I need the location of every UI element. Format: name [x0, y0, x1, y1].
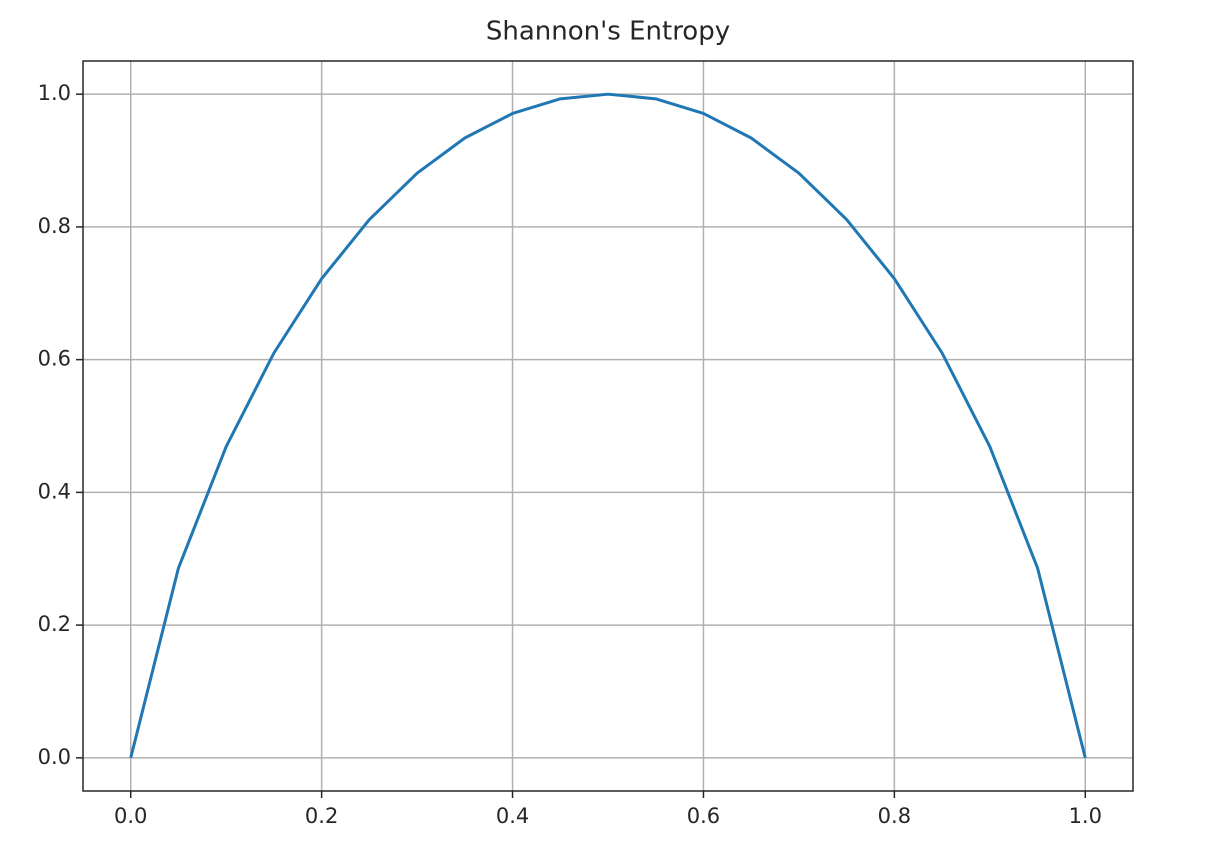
- x-tick-label: 0.0: [114, 804, 147, 828]
- x-tick-label: 0.4: [496, 804, 529, 828]
- chart-title: Shannon's Entropy: [486, 17, 730, 47]
- x-tick-label: 0.8: [878, 804, 911, 828]
- y-tick-label: 0.2: [38, 612, 71, 636]
- x-tick-label: 0.6: [687, 804, 720, 828]
- plot-frame: [82, 60, 1134, 792]
- data-line: [129, 92, 1087, 759]
- y-tick-label: 1.0: [38, 81, 71, 105]
- y-tick-label: 0.8: [38, 214, 71, 238]
- y-tick-label: 0.6: [38, 347, 71, 371]
- x-tick-label: 0.2: [305, 804, 338, 828]
- y-tick-label: 0.0: [38, 745, 71, 769]
- x-tick-label: 1.0: [1069, 804, 1102, 828]
- y-tick-label: 0.4: [38, 479, 71, 503]
